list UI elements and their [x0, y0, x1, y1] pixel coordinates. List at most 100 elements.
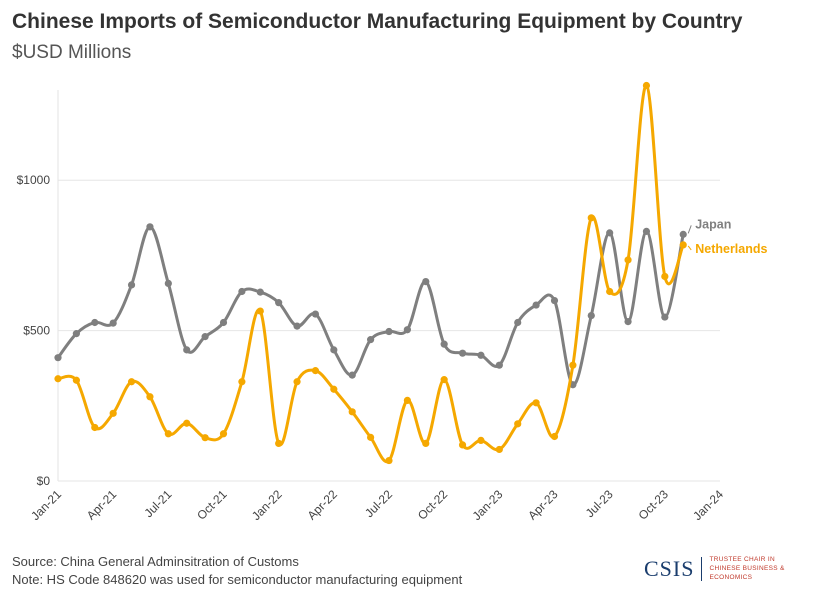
chart-subtitle: $USD Millions [12, 42, 132, 63]
series-japan-point [624, 317, 632, 326]
series-netherlands-point [72, 376, 80, 384]
footer: Source: China General Adminsitration of … [12, 553, 462, 589]
series-japan-point [164, 279, 172, 287]
series-netherlands-point [440, 376, 448, 384]
series-japan-point [550, 296, 559, 305]
series-japan-point [275, 299, 283, 307]
series-netherlands-point [587, 214, 595, 222]
series-netherlands-point [661, 272, 669, 281]
series-netherlands-point [293, 378, 301, 386]
series-netherlands-point [679, 241, 687, 249]
series-japan-point [127, 281, 136, 289]
series-netherlands-label: Netherlands [695, 242, 767, 256]
series-japan-point [72, 330, 80, 338]
series-japan-point [661, 313, 669, 321]
series-netherlands-point [514, 420, 522, 428]
series-netherlands-point [275, 439, 283, 448]
series-netherlands-point [348, 408, 356, 416]
y-axis-ticks: $0 $500 $1000 [17, 173, 51, 488]
series-netherlands-point [606, 287, 614, 296]
source-note: Source: China General Adminsitration of … [12, 554, 299, 569]
series-japan-point [458, 349, 467, 357]
series-japan-point [587, 311, 595, 320]
series-netherlands-point [256, 307, 264, 315]
x-tick-label: Jan-23 [470, 487, 506, 523]
series-netherlands-point [385, 456, 393, 465]
x-tick-label: Jul-23 [583, 487, 616, 520]
series-japan-point [422, 277, 430, 286]
series-netherlands-point [477, 436, 485, 444]
series-japan-point [54, 354, 62, 362]
series-netherlands-point [550, 432, 559, 441]
series-japan-point [183, 346, 191, 354]
series-netherlands-point [91, 423, 99, 432]
series-japan-point [256, 288, 264, 296]
x-tick-label: Oct-22 [415, 487, 451, 523]
y-tick-label: $500 [23, 324, 50, 338]
logo-tagline-line-1: TRUSTEE CHAIR IN [709, 556, 775, 563]
series-japan-point [440, 340, 448, 348]
series-netherlands-point [164, 430, 172, 438]
series-japan-label-connector [687, 225, 692, 234]
series-japan-point [495, 361, 503, 369]
series-netherlands [54, 81, 687, 465]
series-japan-point [91, 318, 99, 327]
series-japan-point [642, 227, 651, 235]
series-japan-point [311, 310, 320, 318]
series-japan-point [201, 333, 209, 341]
series-japan-point [514, 318, 522, 327]
series-netherlands-point [367, 433, 375, 441]
series-netherlands-point [127, 378, 136, 386]
logo-wordmark: CSIS [644, 555, 695, 581]
x-tick-label: Jul-22 [362, 487, 395, 520]
series-japan-label: Japan [695, 217, 731, 231]
x-tick-label: Oct-23 [636, 487, 672, 523]
x-axis-ticks: Jan-21 Apr-21 Jul-21 Oct-21 Jan-22 Apr-22 Jul-… [28, 487, 726, 523]
series-japan-point [146, 223, 154, 231]
x-tick-label: Jul-21 [141, 487, 174, 520]
series-japan-point [367, 336, 375, 344]
series-netherlands-point [219, 430, 228, 438]
series-japan-point [403, 326, 411, 334]
series-netherlands-point [532, 399, 540, 407]
series-japan-point [532, 301, 540, 309]
series-japan [54, 223, 687, 389]
chart-title: Chinese Imports of Semiconductor Manufac… [12, 10, 743, 33]
logo-divider [701, 556, 703, 581]
x-tick-label: Apr-22 [305, 487, 341, 523]
logo-tagline: TRUSTEE CHAIR IN CHINESE BUSINESS & ECON… [709, 555, 829, 582]
series-netherlands-point [458, 441, 467, 449]
series-netherlands-point [109, 409, 117, 417]
series-japan-point [330, 346, 338, 354]
series-japan-point [219, 318, 228, 327]
series-japan-point [679, 230, 687, 238]
x-tick-label: Jan-21 [28, 487, 64, 523]
series-netherlands-line [56, 83, 685, 464]
series-netherlands-label-connector [687, 245, 692, 251]
series-japan-point [109, 319, 117, 327]
series-netherlands-point [495, 445, 503, 454]
series-netherlands-point [403, 396, 411, 404]
y-tick-label: $0 [37, 474, 51, 488]
series-labels: Japan Netherlands [687, 217, 768, 256]
series-netherlands-point [146, 393, 154, 401]
logo-tagline-line-2: CHINESE BUSINESS & ECONOMICS [709, 565, 785, 581]
line-chart: $0$500$1000 Jan-21 Apr-21 Jul-21 Oct-21 Jan-… [17, 81, 768, 523]
series-netherlands-point [238, 378, 246, 386]
x-tick-label: Jan-24 [690, 487, 726, 523]
x-tick-label: Oct-21 [194, 487, 230, 523]
series-group [54, 81, 687, 465]
series-netherlands-point [569, 361, 577, 369]
series-netherlands-point [201, 434, 209, 442]
series-netherlands-point [330, 385, 338, 393]
methodology-note: Note: HS Code 848620 was used for semico… [12, 572, 463, 587]
series-japan-point [385, 327, 393, 336]
series-japan-point [606, 229, 614, 237]
series-netherlands-point [422, 439, 430, 448]
csis-logo: CSIS TRUSTEE CHAIR IN CHINESE BUSINESS &… [644, 555, 829, 582]
x-tick-label: Apr-21 [84, 487, 120, 523]
series-netherlands-point [54, 375, 62, 383]
series-japan-point [293, 322, 301, 330]
series-netherlands-point [624, 256, 632, 264]
x-tick-label: Jan-22 [249, 487, 285, 523]
